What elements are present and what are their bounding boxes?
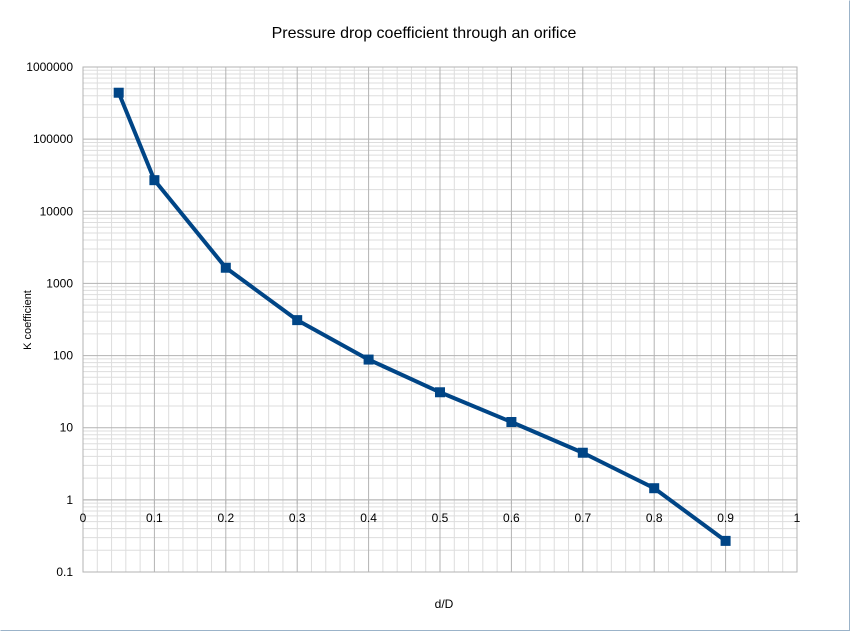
chart-title: Pressure drop coefficient through an ori… [272,25,577,42]
x-tick-label: 0.8 [646,511,663,525]
data-point [113,87,124,98]
data-point [506,417,517,428]
y-axis-ticks: 0.1 1 10 100 1000 10000 100000 1000000 [26,60,73,579]
x-tick-label: 0.1 [146,511,163,525]
plot-area-border [82,66,798,573]
data-point [149,175,160,186]
series-line [116,91,727,543]
y-tick-label: 100000 [33,132,73,146]
x-tick-label: 0.2 [217,511,234,525]
y-tick-label: 1000 [46,276,73,290]
x-tick-label: 0.3 [289,511,306,525]
y-tick-label: 100 [53,349,73,363]
data-point [720,535,731,546]
y-tick-label: 10000 [40,204,74,218]
x-tick-label: 0.7 [574,511,591,525]
data-point [292,315,303,326]
x-tick-label: 0.9 [717,511,734,525]
data-point [649,483,660,494]
y-tick-label: 10 [60,421,74,435]
x-tick-label: 0.4 [360,511,377,525]
x-axis-title: d/D [435,597,454,611]
series-markers [113,87,731,546]
data-point [363,354,374,365]
x-tick-label: 0.5 [432,511,449,525]
y-tick-label: 1 [66,493,73,507]
x-tick-label: 0.6 [503,511,520,525]
data-point [435,387,445,398]
data-point [577,447,588,458]
y-tick-label: 1000000 [26,60,73,74]
y-tick-label: 0.1 [56,565,73,579]
x-axis-ticks: 0 0.1 0.2 0.3 0.4 0.5 0.6 0.7 0.8 0.9 1 [80,499,801,525]
y-axis-title: K coefficient [22,290,34,350]
data-point [220,262,231,273]
x-tick-label: 1 [794,511,801,525]
x-tick-label: 0 [80,511,87,525]
